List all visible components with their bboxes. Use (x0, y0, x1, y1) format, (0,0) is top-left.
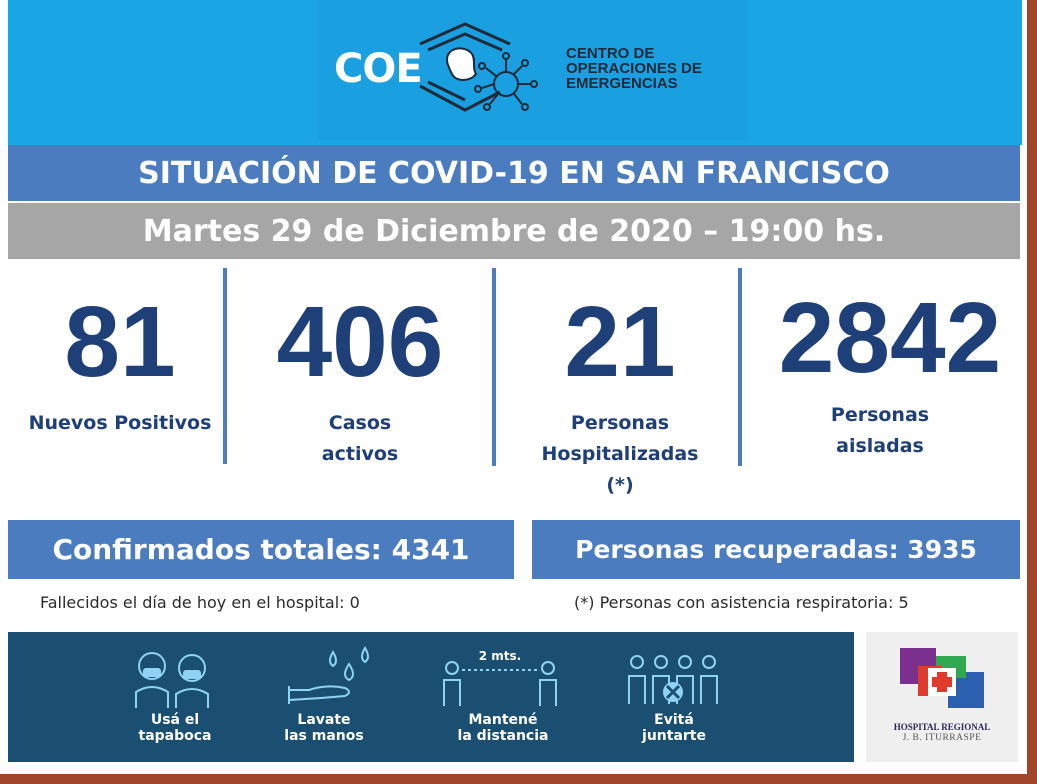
respiratory-note: (*) Personas con asistencia respiratoria… (574, 593, 909, 612)
hospital-logo-card: HOSPITAL REGIONAL J. B. ITURRASPE (866, 632, 1018, 762)
masked-people-icon (135, 652, 209, 708)
confirmed-total-badge: Confirmados totales: 4341 (8, 520, 514, 579)
wash-hands-icon (288, 646, 369, 704)
new-positives-value: 81 (64, 286, 176, 398)
distance-icon: 2 mts. (443, 649, 557, 706)
frame-border-bottom (0, 774, 1037, 784)
recovered-total-badge: Personas recuperadas: 3935 (532, 520, 1020, 579)
coe-emblem-icon (419, 22, 538, 112)
tip-distance: 2 mts. Mantené la distancia (428, 632, 578, 762)
active-cases-value: 406 (276, 286, 444, 398)
isolated-label: Personas aisladas (830, 404, 930, 457)
coe-logo-panel (318, 0, 748, 140)
stat-divider (738, 268, 742, 466)
hospitalized-value: 21 (564, 286, 676, 398)
deaths-note: Fallecidos el día de hoy en el hospital:… (40, 593, 360, 612)
coe-logo-word: COE (334, 46, 423, 92)
tip-wash-hands: Lavate las manos (249, 632, 399, 762)
hospital-cross-icon (900, 648, 984, 708)
page-title: SITUACIÓN DE COVID-19 EN SAN FRANCISCO (8, 145, 1020, 201)
hospital-name: HOSPITAL REGIONAL (893, 722, 991, 732)
new-positives-label: Nuevos Positivos (28, 412, 212, 434)
prevention-tips-bar: Usá el tapaboca Lavate las manos (8, 632, 854, 762)
stat-divider (492, 268, 496, 466)
tip-distance-label: Mantené la distancia (457, 712, 549, 744)
frame-border-right (1027, 0, 1037, 784)
hospital-subname: J. B. ITURRASPE (902, 733, 982, 743)
hospitalized-label: Personas Hospitalizadas (*) (541, 412, 699, 496)
no-gathering-icon (628, 655, 718, 704)
distance-text: 2 mts. (479, 649, 521, 663)
tip-no-gathering-label: Evitá juntarte (642, 712, 706, 744)
active-cases-label: Casos activos (321, 412, 399, 465)
date-banner: Martes 29 de Diciembre de 2020 – 19:00 h… (8, 203, 1020, 259)
stat-divider (223, 268, 227, 464)
tip-wash-hands-label: Lavate las manos (284, 712, 364, 744)
tip-mask: Usá el tapaboca (100, 632, 250, 762)
tip-no-gathering: Evitá juntarte (599, 632, 749, 762)
isolated-value: 2842 (778, 282, 1002, 394)
tip-mask-label: Usá el tapaboca (138, 712, 212, 744)
coe-org-name: CENTRO DE OPERACIONES DE EMERGENCIAS (566, 45, 702, 92)
